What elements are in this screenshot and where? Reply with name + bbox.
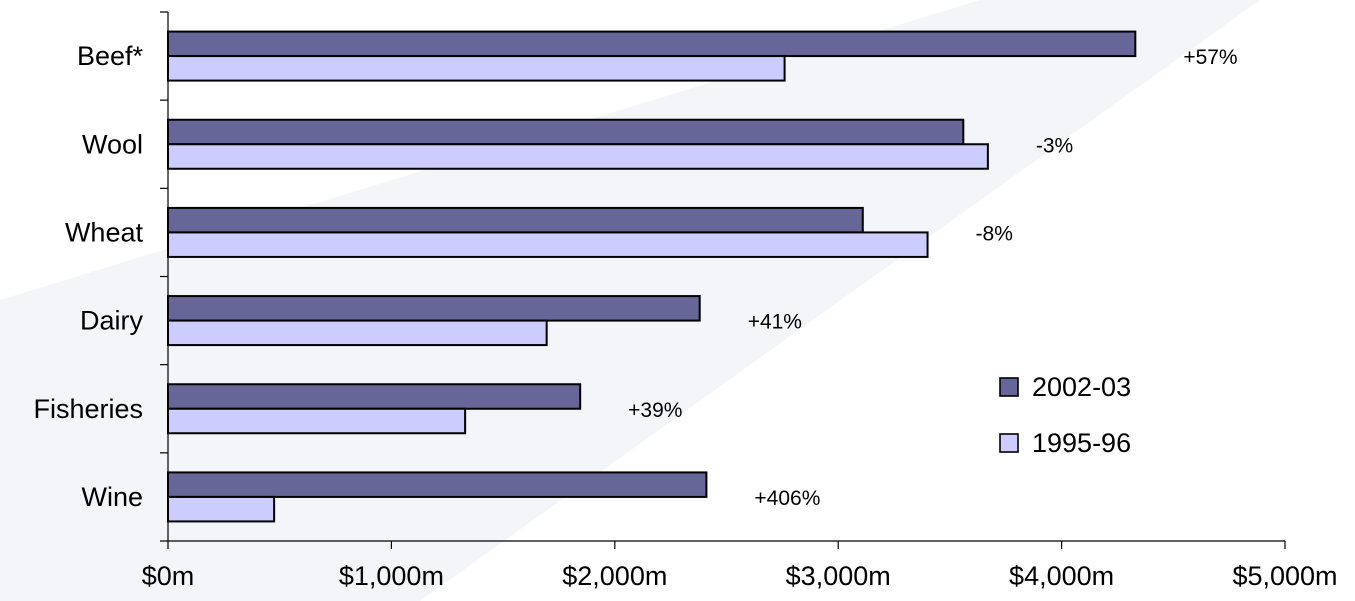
x-tick-label: $2,000m bbox=[562, 561, 667, 591]
legend-swatch bbox=[999, 377, 1019, 397]
x-tick-label: $4,000m bbox=[1009, 561, 1114, 591]
x-tick-label: $1,000m bbox=[339, 561, 444, 591]
x-tick-label: $3,000m bbox=[786, 561, 891, 591]
legend: 2002-03 1995-96 bbox=[999, 372, 1131, 458]
bar-1995-96-Wheat bbox=[167, 231, 929, 258]
bar-2002-03-Dairy bbox=[167, 295, 701, 322]
bar-2002-03-Wool bbox=[167, 118, 965, 146]
legend-label: 2002-03 bbox=[1032, 372, 1131, 402]
bar-1995-96-Fisheries bbox=[167, 407, 467, 435]
bar-2002-03-Wine bbox=[167, 471, 708, 498]
x-tick-label: $0m bbox=[142, 561, 195, 591]
data-label: +406% bbox=[754, 487, 820, 510]
data-label: +57% bbox=[1183, 46, 1237, 69]
bar-1995-96-Dairy bbox=[167, 319, 548, 347]
data-label: +41% bbox=[748, 311, 802, 334]
bar-1995-96-Beef* bbox=[167, 55, 786, 82]
category-label: Wool bbox=[82, 129, 143, 159]
category-label: Fisheries bbox=[33, 394, 143, 424]
legend-label: 1995-96 bbox=[1032, 428, 1131, 458]
category-label: Wheat bbox=[65, 217, 144, 247]
data-label: -8% bbox=[976, 222, 1013, 245]
data-label: -3% bbox=[1036, 134, 1073, 157]
bar-1995-96-Wool bbox=[167, 143, 989, 170]
bar-2002-03-Beef* bbox=[167, 30, 1137, 58]
x-tick-label: $5,000m bbox=[1232, 561, 1337, 591]
category-label: Wine bbox=[81, 482, 143, 512]
bar-2002-03-Wheat bbox=[167, 206, 864, 234]
data-label: +39% bbox=[628, 399, 682, 422]
category-label: Dairy bbox=[80, 306, 144, 336]
bar-1995-96-Wine bbox=[167, 495, 276, 523]
legend-swatch bbox=[999, 433, 1019, 453]
category-label: Beef* bbox=[77, 41, 144, 71]
bar-2002-03-Fisheries bbox=[167, 383, 582, 410]
